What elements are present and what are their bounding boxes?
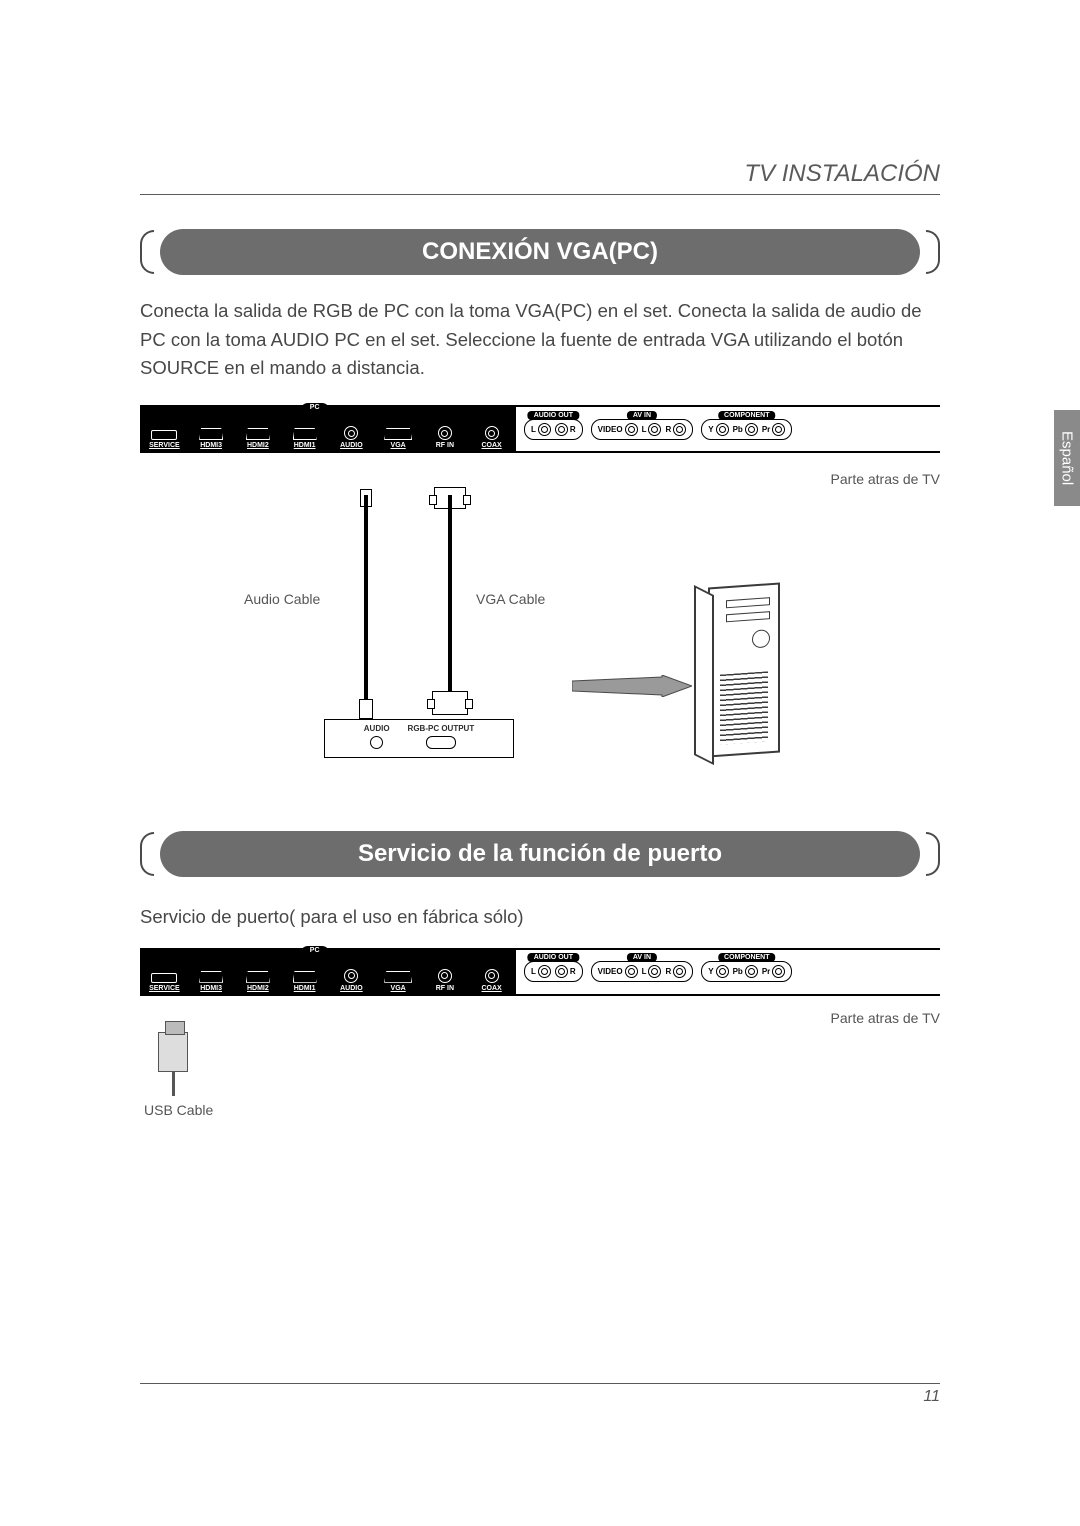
tv-back-panel-2: PC SERVICE HDMI3 HDMI2 HDMI1 AUDIO VGA R… (140, 948, 940, 996)
page-number: 11 (140, 1388, 940, 1406)
audio-out-group: AUDIO OUT L R (524, 961, 583, 982)
audio-cable-line (364, 495, 368, 705)
pill: CONEXIÓN VGA(PC) (160, 229, 920, 275)
port-hdmi2: HDMI2 (240, 428, 277, 449)
back-of-tv-label-2: Parte atras de TV (140, 1010, 940, 1026)
usb-cable-line (172, 1072, 175, 1096)
vga-plug-bottom-icon (432, 691, 468, 715)
panel-right: AUDIO OUT L R AV IN VIDEO L R COMPONENT … (516, 948, 940, 996)
pill-cap-right (926, 230, 940, 274)
port-hdmi1: HDMI1 (286, 428, 323, 449)
section1-body: Conecta la salida de RGB de PC con la to… (140, 297, 940, 383)
pill-cap-right (926, 832, 940, 876)
pill-label: CONEXIÓN VGA(PC) (422, 238, 658, 266)
port-hdmi3: HDMI3 (193, 971, 230, 992)
port-rfin: RF IN (427, 426, 464, 449)
page-content: TV INSTALACIÓN Español CONEXIÓN VGA(PC) … (140, 160, 940, 1406)
arrow-icon (572, 675, 692, 697)
pill-label: Servicio de la función de puerto (358, 840, 722, 868)
vga-connection-diagram: Audio Cable VGA Cable AUDIO RGB-PC OUTPU… (140, 495, 940, 785)
port-service: SERVICE (146, 430, 183, 449)
pc-group-label: PC (300, 946, 330, 955)
pc-tower-icon (708, 582, 780, 757)
port-hdmi1: HDMI1 (286, 971, 323, 992)
port-vga: VGA (380, 428, 417, 449)
footer-rule (140, 1383, 940, 1384)
port-coax: COAX (473, 426, 510, 449)
component-group: COMPONENT Y Pb Pr (701, 961, 792, 982)
panel-left: PC SERVICE HDMI3 HDMI2 HDMI1 AUDIO VGA R… (140, 405, 516, 453)
port-hdmi2: HDMI2 (240, 971, 277, 992)
audio-cable-label: Audio Cable (244, 591, 320, 607)
component-group: COMPONENT Y Pb Pr (701, 419, 792, 440)
vga-cable-line (448, 495, 452, 695)
port-rfin: RF IN (427, 969, 464, 992)
port-audio: AUDIO (333, 969, 370, 992)
av-in-group: AV IN VIDEO L R (591, 961, 694, 982)
section2-pill: Servicio de la función de puerto (140, 831, 940, 877)
panel-left: PC SERVICE HDMI3 HDMI2 HDMI1 AUDIO VGA R… (140, 948, 516, 996)
back-of-tv-label-1: Parte atras de TV (140, 471, 940, 487)
section2-body: Servicio de puerto( para el uso en fábri… (140, 903, 940, 932)
usb-plug-icon (158, 1032, 188, 1072)
language-tab: Español (1054, 410, 1080, 506)
pill-cap-left (140, 832, 154, 876)
usb-cable-label: USB Cable (144, 1102, 213, 1118)
port-coax: COAX (473, 969, 510, 992)
port-vga: VGA (380, 971, 417, 992)
section-header: TV INSTALACIÓN (140, 160, 940, 194)
panel-right: AUDIO OUT L R AV IN VIDEO L R COMPONENT … (516, 405, 940, 453)
vga-cable-label: VGA Cable (476, 591, 545, 607)
pc-output-box: AUDIO RGB-PC OUTPUT (324, 719, 514, 758)
service-port-diagram: USB Cable (140, 1032, 940, 1142)
header-rule (140, 194, 940, 195)
audio-plug-bottom-icon (359, 699, 373, 719)
pill-cap-left (140, 230, 154, 274)
port-hdmi3: HDMI3 (193, 428, 230, 449)
port-audio: AUDIO (333, 426, 370, 449)
tv-back-panel-1: PC SERVICE HDMI3 HDMI2 HDMI1 AUDIO VGA R… (140, 405, 940, 453)
audio-out-group: AUDIO OUT L R (524, 419, 583, 440)
port-service: SERVICE (146, 973, 183, 992)
section1-pill: CONEXIÓN VGA(PC) (140, 229, 940, 275)
pc-group-label: PC (300, 403, 330, 412)
av-in-group: AV IN VIDEO L R (591, 419, 694, 440)
pill: Servicio de la función de puerto (160, 831, 920, 877)
